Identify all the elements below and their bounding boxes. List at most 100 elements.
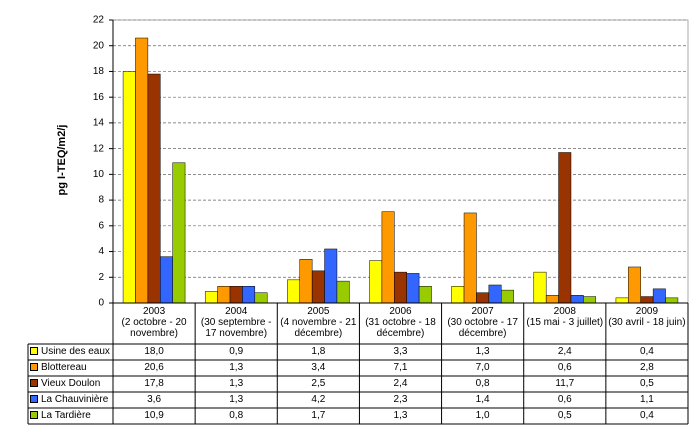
table-value: 1,3 xyxy=(229,378,244,389)
legend-label: Usine des eaux xyxy=(41,346,110,357)
bar xyxy=(135,37,149,304)
bar xyxy=(287,279,301,304)
y-tick-label: 6 xyxy=(98,220,104,231)
table-value: 2,4 xyxy=(393,378,408,389)
bar xyxy=(640,296,654,304)
bar xyxy=(628,266,641,304)
table-value: 0,5 xyxy=(639,378,654,389)
x-tick-label: 2007 (30 octobre - 17 décembre) xyxy=(447,306,518,339)
table-value: 1,3 xyxy=(393,410,408,421)
y-tick-label: 4 xyxy=(98,246,104,257)
legend-entry: La Tardière xyxy=(28,408,113,424)
bar xyxy=(242,286,256,304)
table-value: 1,3 xyxy=(475,346,490,357)
y-tick-label: 18 xyxy=(93,66,105,77)
table-value: 1,3 xyxy=(229,362,244,373)
table-value: 2,4 xyxy=(557,346,572,357)
table-value: 0,6 xyxy=(557,394,572,405)
bar xyxy=(476,292,490,304)
legend-entry: Vieux Doulon xyxy=(28,376,113,392)
y-tick-label: 14 xyxy=(93,118,105,129)
table-value: 0,6 xyxy=(557,362,572,373)
x-tick-label: 2005 (4 novembre - 21 décembre) xyxy=(280,306,357,339)
y-tick-label: 8 xyxy=(98,195,104,206)
bar xyxy=(418,286,432,304)
bar xyxy=(217,286,231,304)
table-value: 0,9 xyxy=(229,346,244,357)
table-value: 1,1 xyxy=(639,394,654,405)
y-tick-label: 16 xyxy=(93,92,105,103)
legend-label: La Tardière xyxy=(41,410,91,421)
bar xyxy=(299,259,313,304)
x-tick-label: 2003 (2 octobre - 20 novembre) xyxy=(121,306,187,339)
legend-swatch xyxy=(30,411,38,420)
plot-area xyxy=(112,19,689,304)
table-value: 2,8 xyxy=(639,362,654,373)
bar xyxy=(665,297,679,304)
table-value: 7,1 xyxy=(393,362,408,373)
legend-swatch xyxy=(30,379,38,388)
legend-swatch xyxy=(30,363,38,372)
y-tick-label: 20 xyxy=(93,40,105,51)
table-value: 10,9 xyxy=(144,410,164,421)
bar xyxy=(533,271,547,304)
bar xyxy=(406,273,420,304)
bar xyxy=(122,71,136,304)
bar xyxy=(160,256,173,304)
bar xyxy=(172,162,186,304)
table-value: 2,3 xyxy=(393,394,408,405)
table-value: 3,6 xyxy=(147,394,162,405)
bar xyxy=(463,212,477,304)
table-value: 7,0 xyxy=(475,362,490,373)
bar xyxy=(254,292,268,304)
table-value: 2,5 xyxy=(311,378,326,389)
legend-entry: Usine des eaux xyxy=(28,344,113,360)
bar xyxy=(394,271,407,304)
table-value: 0,5 xyxy=(557,410,572,421)
table-value: 18,0 xyxy=(144,346,164,357)
bar xyxy=(500,289,514,304)
bar xyxy=(583,296,597,304)
table-value: 1,4 xyxy=(475,394,490,405)
table-value: 17,8 xyxy=(144,378,164,389)
bar xyxy=(336,280,350,304)
table-value: 4,2 xyxy=(311,394,326,405)
y-axis-label: pg I-TEQ/m2/j xyxy=(56,125,68,196)
x-tick-label: 2006 (31 octobre - 18 décembre) xyxy=(365,306,436,339)
bar xyxy=(229,286,243,304)
bar xyxy=(488,284,502,304)
y-tick-label: 0 xyxy=(98,298,104,309)
legend-label: Blottereau xyxy=(41,362,87,373)
y-tick-label: 22 xyxy=(93,15,105,26)
bar xyxy=(311,270,325,304)
bar xyxy=(369,260,383,304)
y-tick-label: 10 xyxy=(93,169,105,180)
table-value: 0,8 xyxy=(229,410,244,421)
legend-label: Vieux Doulon xyxy=(41,378,101,389)
bar xyxy=(147,73,161,304)
table-value: 1,0 xyxy=(475,410,490,421)
legend-swatch xyxy=(30,395,38,404)
legend-entry: La Chauvinière xyxy=(28,392,113,408)
bar xyxy=(381,211,395,304)
bar xyxy=(545,295,559,304)
table-value: 0,8 xyxy=(475,378,490,389)
x-tick-label: 2008 (15 mai - 3 juillet) xyxy=(526,306,604,328)
x-tick-label: 2009 (30 avril - 18 juin) xyxy=(608,306,686,328)
table-value: 1,7 xyxy=(311,410,326,421)
legend-swatch xyxy=(30,347,38,356)
y-tick-label: 12 xyxy=(93,143,105,154)
table-value: 3,3 xyxy=(393,346,408,357)
bar xyxy=(652,288,666,304)
x-tick-label: 2004 (30 septembre - 17 novembre) xyxy=(200,306,272,339)
table-value: 11,7 xyxy=(555,378,575,389)
legend-label: La Chauvinière xyxy=(41,394,109,405)
bar xyxy=(451,286,465,304)
legend-entry: Blottereau xyxy=(28,360,113,376)
bar xyxy=(558,152,572,304)
table-value: 1,3 xyxy=(229,394,244,405)
bar xyxy=(615,297,629,304)
table-value: 3,4 xyxy=(311,362,326,373)
table-value: 1,8 xyxy=(311,346,326,357)
